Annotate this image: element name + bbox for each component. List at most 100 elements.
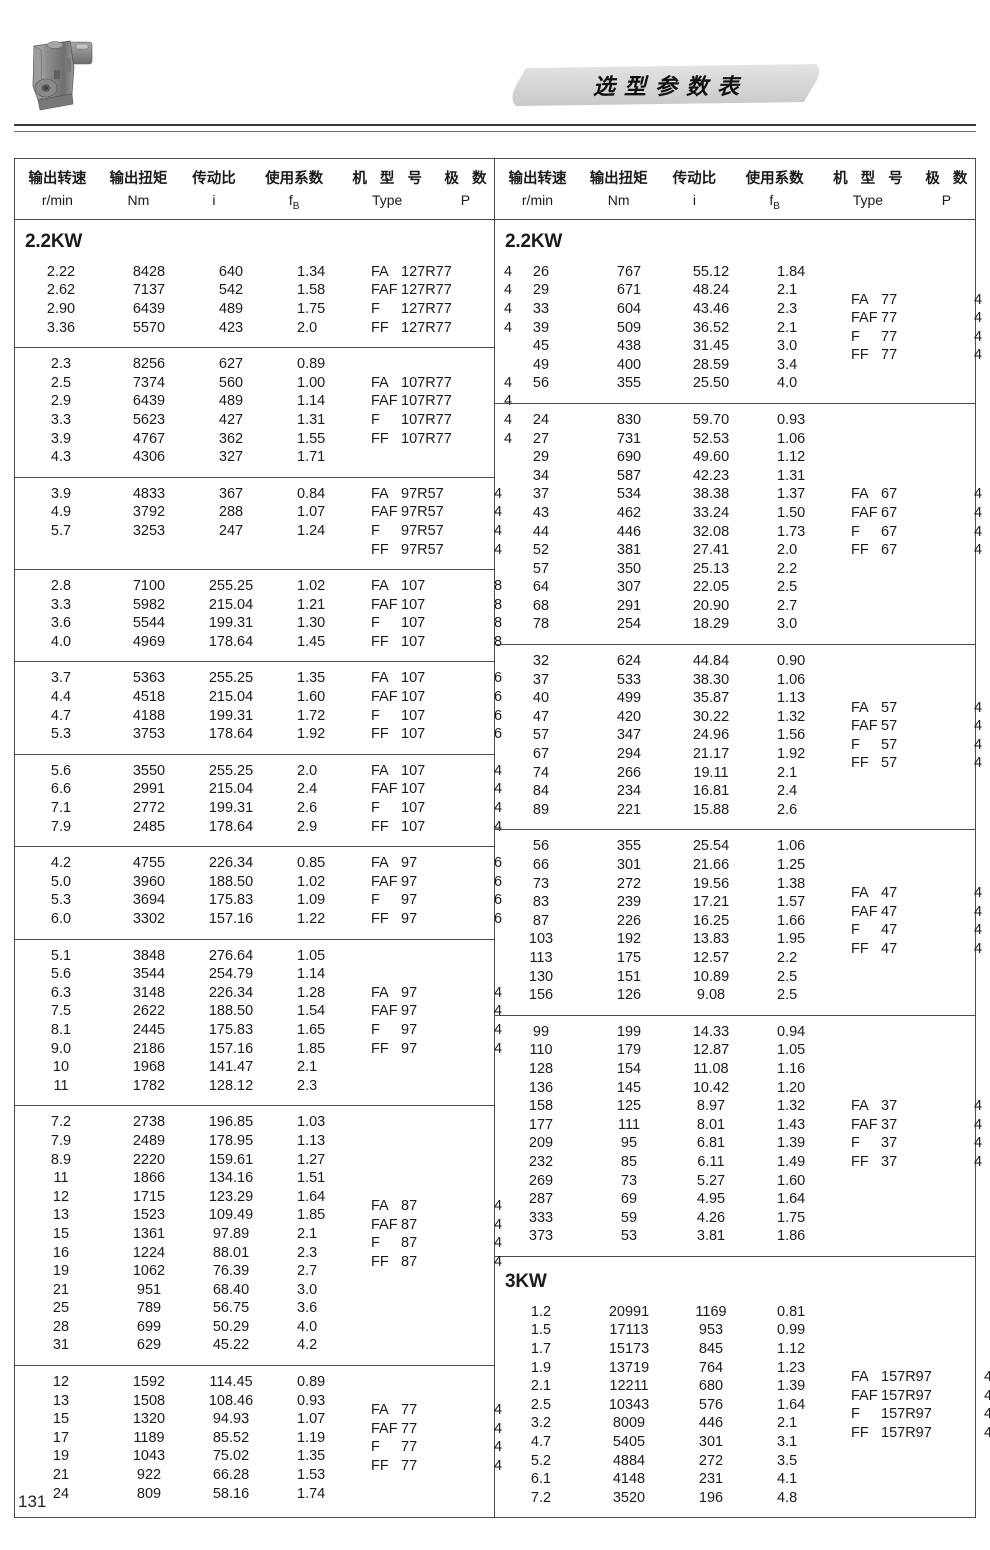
cell-ratio: 25.54 xyxy=(692,838,730,855)
cell-service-factor: 1.60 xyxy=(297,689,326,706)
cell-service-factor: 1.06 xyxy=(777,671,806,688)
type-row: FF 47 4 xyxy=(845,941,990,960)
cell-output-torque: 534 xyxy=(616,486,642,503)
type-row: FF 97 4 xyxy=(365,1041,521,1060)
cell-output-speed: 4.7 xyxy=(530,1434,552,1451)
cell-output-torque: 12211 xyxy=(609,1378,649,1395)
spec-group: 99 199 14.33 0.94 110 179 12.87 1.05 128 154 11.08… xyxy=(495,1014,982,1256)
type-prefix: F xyxy=(851,523,860,540)
cell-output-speed: 73 xyxy=(532,875,550,892)
cell-output-torque: 5570 xyxy=(132,319,166,336)
cell-service-factor: 3.0 xyxy=(297,1281,318,1298)
cell-output-torque: 499 xyxy=(616,690,642,707)
spec-row: 113 175 12.57 2.2 xyxy=(495,950,845,969)
cell-output-torque: 7374 xyxy=(132,374,166,391)
type-model: 47 xyxy=(881,884,898,901)
type-row: FF 107 4 xyxy=(365,819,521,838)
type-prefix: FF xyxy=(371,430,389,447)
cell-output-torque: 226 xyxy=(616,912,642,929)
type-model: 77 xyxy=(881,291,898,308)
cell-ratio: 327 xyxy=(218,449,244,466)
cell-output-speed: 74 xyxy=(532,764,550,781)
cell-output-torque: 95 xyxy=(620,1135,638,1152)
header-poles-en: P xyxy=(460,192,471,208)
header-output-torque-unit-r: Nm xyxy=(607,192,630,208)
cell-ratio: 215.04 xyxy=(208,596,254,613)
spec-row: 27 731 52.53 1.06 xyxy=(495,431,845,450)
cell-output-torque: 3544 xyxy=(132,966,166,983)
cell-service-factor: 1.56 xyxy=(777,727,806,744)
cell-service-factor: 1.09 xyxy=(297,892,326,909)
header-output-speed-cn: 输出转速 xyxy=(28,171,87,187)
cell-output-speed: 11 xyxy=(53,1077,69,1094)
cell-output-speed: 1.5 xyxy=(530,1322,552,1339)
cell-ratio: 33.24 xyxy=(692,504,730,521)
cell-service-factor: 1.05 xyxy=(297,947,326,964)
type-block: FA 57 4 FAF 57 4 F 57 4 FF 57 4 xyxy=(845,653,990,820)
type-block: FA 77 4 FAF 77 4 F 77 4 FF 77 4 xyxy=(365,1374,521,1504)
cell-service-factor: 1.03 xyxy=(297,1114,326,1131)
cell-ratio: 30.22 xyxy=(692,708,730,725)
cell-output-torque: 85 xyxy=(620,1153,638,1170)
type-prefix: FF xyxy=(371,633,389,650)
cell-service-factor: 2.0 xyxy=(297,319,318,336)
type-block: FA 77 4 FAF 77 4 F 77 4 FF 77 4 xyxy=(845,264,990,394)
cell-service-factor: 0.84 xyxy=(297,485,326,502)
spec-row: 73 272 19.56 1.38 xyxy=(495,876,845,895)
cell-output-speed: 39 xyxy=(532,319,550,336)
cell-output-torque: 59 xyxy=(620,1209,638,1226)
page-header: 选型参数表 xyxy=(0,0,990,132)
spec-row: 373 53 3.81 1.86 xyxy=(495,1228,845,1247)
cell-poles: 4 xyxy=(973,1098,983,1115)
cell-service-factor: 2.1 xyxy=(777,282,798,299)
cell-poles: 4 xyxy=(493,485,503,502)
spec-row: 49 400 28.59 3.4 xyxy=(495,357,845,376)
spec-table: 输出转速 输出扭矩 传动比 使用系数 机 型 号 极 数 r/min Nm i … xyxy=(14,158,990,1519)
spec-row: 2.62 7137 542 1.58 xyxy=(15,282,365,301)
spec-row: 130 151 10.89 2.5 xyxy=(495,969,845,988)
cell-ratio: 178.95 xyxy=(208,1132,254,1149)
cell-output-speed: 15 xyxy=(52,1225,70,1242)
cell-output-speed: 12 xyxy=(52,1374,70,1391)
cell-output-torque: 4188 xyxy=(132,707,166,724)
spec-row: 66 301 21.66 1.25 xyxy=(495,857,845,876)
cell-service-factor: 0.93 xyxy=(777,411,806,428)
type-prefix: FAF xyxy=(371,781,398,798)
cell-service-factor: 2.7 xyxy=(297,1263,318,1280)
cell-ratio: 362 xyxy=(218,430,244,447)
cell-output-speed: 25 xyxy=(52,1300,70,1317)
cell-ratio: 21.17 xyxy=(692,746,730,763)
cell-service-factor: 2.5 xyxy=(777,579,798,596)
type-model: 57 xyxy=(881,718,898,735)
cell-ratio: 199.31 xyxy=(208,707,254,724)
spec-row: 12 1592 114.45 0.89 xyxy=(15,1374,365,1393)
cell-ratio: 109.49 xyxy=(208,1207,254,1224)
spec-row: 33 604 43.46 2.3 xyxy=(495,301,845,320)
type-model: 127R77 xyxy=(401,300,452,317)
cell-poles: 4 xyxy=(493,1420,503,1437)
type-model: 77 xyxy=(401,1420,418,1437)
cell-output-torque: 221 xyxy=(616,801,642,818)
cell-output-speed: 4.7 xyxy=(50,707,72,724)
cell-output-speed: 3.3 xyxy=(50,596,72,613)
cell-output-speed: 103 xyxy=(528,931,554,948)
type-row: F 127R77 4 xyxy=(365,301,523,320)
cell-poles: 4 xyxy=(493,1198,503,1215)
spec-row: 16 1224 88.01 2.3 xyxy=(15,1245,365,1264)
cell-service-factor: 1.95 xyxy=(777,931,806,948)
type-row: FA 127R77 4 xyxy=(365,264,523,283)
cell-ratio: 27.41 xyxy=(692,542,730,559)
type-row: FA 97 6 xyxy=(365,855,521,874)
type-model: 127R77 xyxy=(401,263,452,280)
header-service-factor-symbol: fB xyxy=(288,192,300,212)
type-row: F 107 6 xyxy=(365,708,521,727)
cell-poles: 4 xyxy=(973,922,983,939)
cell-output-torque: 533 xyxy=(616,671,642,688)
cell-service-factor: 2.3 xyxy=(297,1244,318,1261)
cell-poles: 4 xyxy=(973,736,983,753)
cell-service-factor: 2.5 xyxy=(777,987,798,1004)
spec-row: 3.6 5544 199.31 1.30 xyxy=(15,615,365,634)
cell-output-torque: 15173 xyxy=(608,1341,650,1358)
cell-service-factor: 1.65 xyxy=(297,1021,326,1038)
cell-poles: 4 xyxy=(973,486,983,503)
